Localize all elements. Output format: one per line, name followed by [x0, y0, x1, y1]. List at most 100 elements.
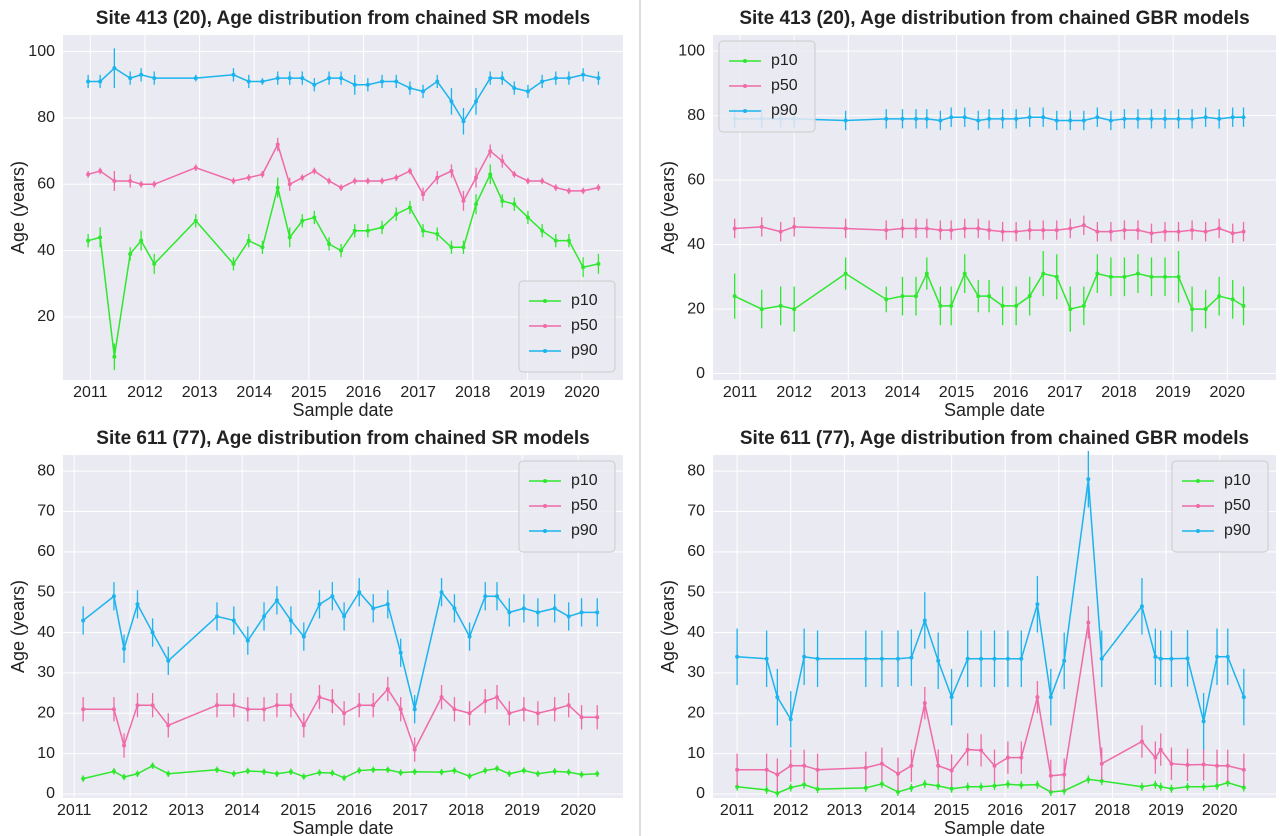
- data-point: [788, 785, 793, 790]
- data-point: [1241, 303, 1246, 308]
- data-point: [275, 185, 280, 190]
- data-point: [385, 767, 390, 772]
- x-tick-label: 2018: [1101, 384, 1137, 401]
- y-tick-label: 80: [37, 109, 55, 126]
- x-tick-label: 2012: [773, 802, 809, 819]
- y-tick-label: 30: [37, 664, 55, 681]
- data-point: [1176, 116, 1181, 121]
- data-point: [1169, 761, 1174, 766]
- data-point: [231, 618, 236, 623]
- data-point: [1035, 782, 1040, 787]
- data-point: [150, 763, 155, 768]
- data-point: [274, 771, 279, 776]
- data-point: [1139, 739, 1144, 744]
- data-point: [81, 707, 86, 712]
- data-point: [540, 228, 545, 233]
- data-point: [936, 763, 941, 768]
- x-tick-label: 2012: [776, 384, 812, 401]
- data-point: [992, 763, 997, 768]
- data-point: [1176, 274, 1181, 279]
- legend-marker: [743, 109, 747, 113]
- data-point: [467, 634, 472, 639]
- data-point: [1163, 274, 1168, 279]
- data-point: [1149, 274, 1154, 279]
- legend-marker: [1196, 529, 1200, 533]
- data-point: [245, 638, 250, 643]
- data-point: [112, 354, 117, 359]
- data-point: [512, 86, 517, 91]
- data-point: [421, 228, 426, 233]
- data-point: [512, 202, 517, 207]
- data-point: [193, 76, 198, 81]
- data-point: [1241, 115, 1246, 120]
- data-point: [1062, 658, 1067, 663]
- data-point: [1062, 772, 1067, 777]
- data-point: [949, 303, 954, 308]
- data-point: [1203, 229, 1208, 234]
- data-point: [407, 86, 412, 91]
- data-point: [128, 178, 133, 183]
- data-point: [507, 610, 512, 615]
- data-point: [330, 594, 335, 599]
- data-point: [1019, 755, 1024, 760]
- data-point: [452, 606, 457, 611]
- data-point: [1081, 118, 1086, 123]
- data-point: [775, 695, 780, 700]
- data-point: [461, 119, 466, 124]
- data-point: [122, 646, 127, 651]
- data-point: [449, 169, 454, 174]
- data-point: [595, 610, 600, 615]
- data-point: [1095, 229, 1100, 234]
- x-tick-label: 2014: [224, 802, 260, 819]
- data-point: [495, 594, 499, 599]
- data-point: [301, 634, 306, 639]
- data-point: [764, 767, 769, 772]
- legend-label: p90: [1224, 522, 1251, 539]
- x-tick-label: 2019: [504, 802, 540, 819]
- data-point: [98, 79, 103, 84]
- x-axis-label: Sample date: [944, 400, 1045, 420]
- y-tick-label: 0: [696, 785, 705, 802]
- data-point: [815, 767, 820, 772]
- data-point: [246, 79, 251, 84]
- x-tick-label: 2016: [346, 384, 382, 401]
- data-point: [215, 767, 219, 772]
- data-point: [525, 178, 530, 183]
- data-point: [398, 707, 403, 712]
- x-tick-label: 2015: [291, 384, 327, 401]
- data-point: [579, 715, 584, 720]
- y-tick-label: 40: [687, 624, 705, 641]
- data-point: [193, 218, 198, 223]
- data-point: [1149, 116, 1154, 121]
- data-point: [150, 703, 155, 708]
- data-point: [327, 241, 332, 246]
- data-point: [552, 707, 557, 712]
- x-tick-label: 2013: [168, 802, 204, 819]
- data-point: [231, 178, 236, 183]
- legend-marker: [543, 349, 547, 353]
- data-point: [566, 770, 571, 775]
- y-tick-label: 70: [37, 503, 55, 520]
- data-point: [909, 655, 914, 660]
- data-point: [98, 235, 103, 240]
- data-point: [792, 224, 797, 229]
- data-point: [938, 303, 943, 308]
- chart-panel: 20 40 60 80 100 2011 2012 2013 2014 2015 2016 2017 2…: [8, 8, 623, 420]
- data-point: [365, 82, 370, 87]
- chart-panel: 0 20 40 60 80 100 2011 2012 2013 2014 2015 2016 2017…: [658, 8, 1276, 420]
- data-point: [1095, 271, 1100, 276]
- data-point: [394, 212, 399, 217]
- data-point: [914, 116, 919, 121]
- data-point: [895, 771, 900, 776]
- data-point: [979, 656, 984, 661]
- data-point: [552, 606, 557, 611]
- data-point: [895, 789, 900, 794]
- data-point: [352, 178, 357, 183]
- legend-label: p10: [571, 292, 598, 309]
- legend-box: [1171, 460, 1269, 553]
- data-point: [1041, 228, 1046, 233]
- data-point: [330, 770, 335, 775]
- x-tick-label: 2011: [73, 384, 108, 401]
- data-point: [1000, 116, 1005, 121]
- y-tick-label: 60: [37, 175, 55, 192]
